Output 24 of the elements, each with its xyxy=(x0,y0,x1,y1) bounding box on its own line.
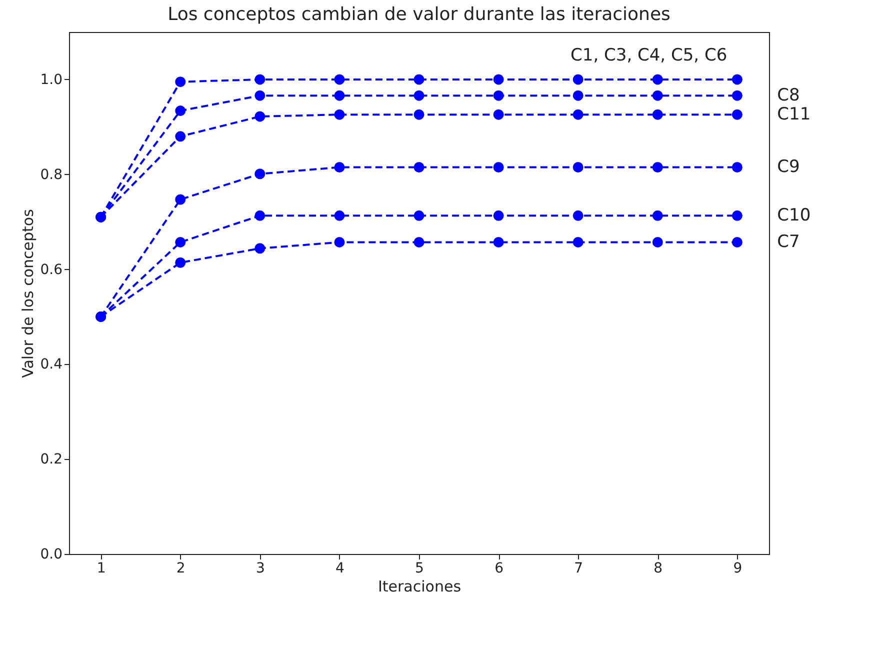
y-tick-label: 0.6 xyxy=(40,262,63,278)
x-tick-label: 1 xyxy=(96,560,106,576)
x-axis-title: Iteraciones xyxy=(378,578,462,596)
y-tick-label: 0.8 xyxy=(40,166,62,183)
x-tick-label: 5 xyxy=(415,560,424,576)
text: C11 xyxy=(777,104,811,125)
y-tick-label: 1.0 xyxy=(40,72,62,88)
y-axis-title: Valor de los conceptos xyxy=(19,208,38,378)
x-tick-label: 3 xyxy=(256,560,265,576)
x-tick-label: 2 xyxy=(176,560,186,576)
x-tick-label: 4 xyxy=(335,560,344,576)
series-label: C1, C3, C4, C5, C6 xyxy=(570,45,728,66)
text: C8 xyxy=(777,86,800,106)
text: C10 xyxy=(777,206,811,226)
x-tick-label: 8 xyxy=(654,560,663,576)
x-tick-label: 7 xyxy=(574,560,584,576)
text: C9 xyxy=(777,157,800,178)
text: C7 xyxy=(777,232,800,252)
y-tick-label: 0.2 xyxy=(40,452,62,468)
x-tick-label: 9 xyxy=(733,560,742,576)
chart-title: Los conceptos cambian de valor durante las iteraciones xyxy=(168,4,670,25)
y-tick-label: 0.4 xyxy=(40,356,63,373)
y-tick-label: 0.0 xyxy=(40,546,62,562)
x-tick-label: 6 xyxy=(494,560,504,576)
